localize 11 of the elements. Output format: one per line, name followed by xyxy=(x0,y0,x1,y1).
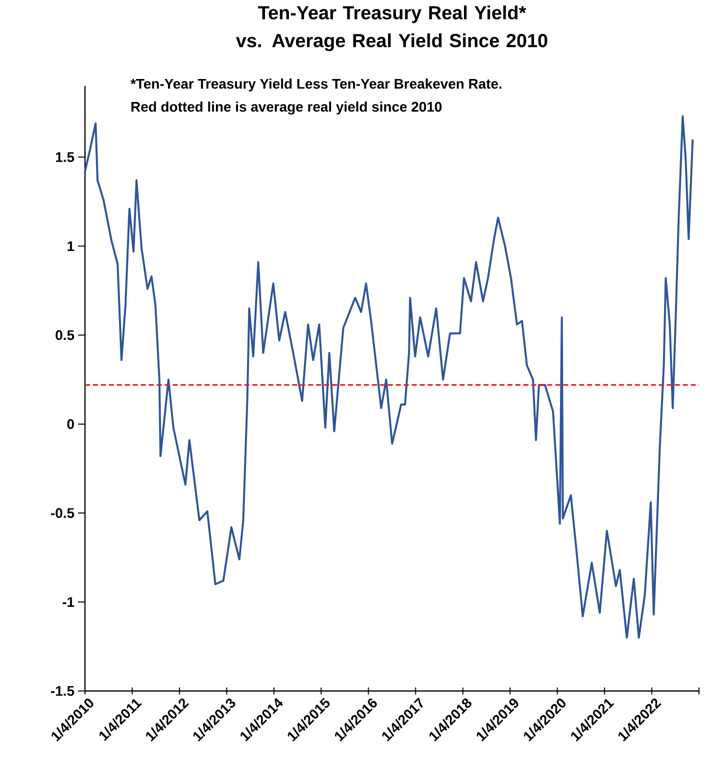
y-tick-label: 0 xyxy=(67,419,74,430)
annotation: *Ten-Year Treasury Yield Less Ten-Year Breakeven Rate. xyxy=(130,78,502,92)
y-tick-label: -0.5 xyxy=(51,508,74,518)
y-tick-label: 1 xyxy=(68,241,74,251)
y-tick-label: -1.5 xyxy=(51,686,74,696)
y-tick-label: 0.5 xyxy=(56,330,74,340)
chart-title: Ten-Year Treasury Real Yield* vs. Average Real Yield Since 2010 xyxy=(236,6,548,52)
y-tick-label: -1 xyxy=(62,597,74,607)
line-series xyxy=(84,115,694,639)
y-tick-label: 1.5 xyxy=(56,152,74,162)
annotation: Red dotted line is average real yield since 2010 xyxy=(131,102,442,115)
